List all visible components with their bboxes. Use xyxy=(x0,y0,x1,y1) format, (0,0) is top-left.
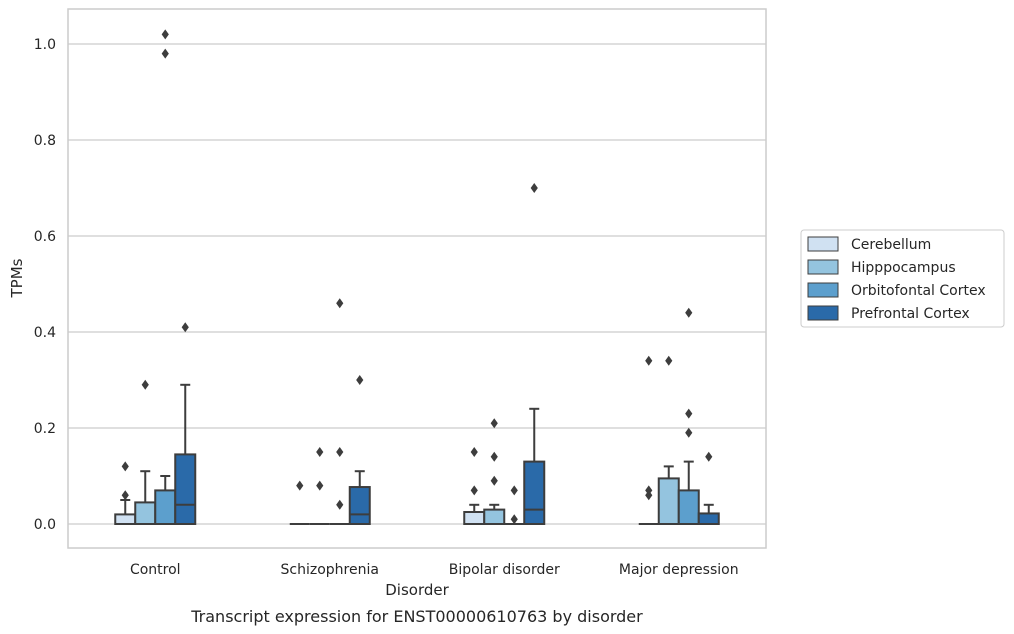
outlier-point xyxy=(161,48,169,59)
box-orbitofontal-cortex xyxy=(677,307,700,525)
outlier-point xyxy=(316,447,324,457)
box-orbitofontal-cortex xyxy=(154,29,177,525)
outlier-point xyxy=(141,379,149,390)
legend-swatch xyxy=(807,282,839,298)
outlier-point xyxy=(121,461,129,472)
y-tick-label: 0.4 xyxy=(34,325,56,341)
y-tick-label: 0.2 xyxy=(34,421,56,437)
box-prefrontal-cortex xyxy=(174,322,197,525)
legend-swatch xyxy=(807,259,839,275)
box-body xyxy=(677,489,700,525)
outlier-point xyxy=(705,451,713,462)
legend-label: Cerebellum xyxy=(851,237,931,253)
box-orbitofontal-cortex xyxy=(329,298,350,525)
outlier-point xyxy=(336,447,344,457)
y-axis-title: TPMs xyxy=(8,258,26,298)
box-cerebellum xyxy=(463,447,486,525)
box-orbitofontal-cortex xyxy=(504,485,525,525)
y-tick-label: 0.0 xyxy=(34,517,56,533)
legend-swatch xyxy=(807,236,839,252)
outlier-point xyxy=(470,485,478,496)
x-tick-label: Bipolar disorder xyxy=(449,562,560,578)
plot-frame xyxy=(67,8,767,549)
box-body xyxy=(657,477,680,525)
outlier-point xyxy=(490,475,498,486)
outlier-point xyxy=(645,485,653,496)
box-body xyxy=(483,508,506,526)
x-tick-label: Major depression xyxy=(619,562,739,578)
x-axis-title: Disorder xyxy=(385,581,449,599)
outlier-point xyxy=(490,418,498,429)
outlier-point xyxy=(296,480,304,491)
outlier-point xyxy=(161,29,169,40)
outlier-point xyxy=(510,485,518,496)
legend-label: Prefrontal Cortex xyxy=(851,306,970,322)
x-tick-label: Schizophrenia xyxy=(281,562,379,578)
outlier-point xyxy=(181,322,189,333)
box-prefrontal-cortex xyxy=(348,375,371,526)
outlier-point xyxy=(490,451,498,462)
legend-label: Hipppocampus xyxy=(851,260,956,276)
outlier-point xyxy=(685,408,693,419)
boxes-layer xyxy=(114,29,720,526)
box-prefrontal-cortex xyxy=(523,183,546,526)
box-body xyxy=(154,489,177,525)
box-hipppocampus xyxy=(309,447,330,525)
y-tick-labels: 0.0 0.2 0.4 0.6 0.8 1.0 xyxy=(34,37,56,533)
box-body xyxy=(114,513,137,526)
outlier-point xyxy=(685,307,693,318)
outlier-point xyxy=(510,514,518,525)
box-hipppocampus xyxy=(657,355,680,525)
box-body xyxy=(134,501,157,525)
outlier-point xyxy=(336,499,344,510)
box-body xyxy=(174,453,197,525)
box-cerebellum xyxy=(638,355,659,525)
legend-label: Orbitofontal Cortex xyxy=(851,283,986,299)
outlier-point xyxy=(336,298,344,309)
box-body xyxy=(348,486,371,526)
box-prefrontal-cortex xyxy=(697,451,720,526)
outlier-point xyxy=(530,183,538,193)
legend-frame xyxy=(800,229,1005,328)
box-hipppocampus xyxy=(483,418,506,526)
y-tick-label: 1.0 xyxy=(34,37,56,53)
legend-swatch xyxy=(807,305,839,321)
box-cerebellum xyxy=(114,461,137,526)
x-tick-label: Control xyxy=(130,562,181,578)
outlier-point xyxy=(665,355,673,366)
box-cerebellum xyxy=(289,480,310,525)
y-tick-label: 0.8 xyxy=(34,133,56,149)
box-body xyxy=(697,512,720,526)
outlier-point xyxy=(470,447,478,457)
outlier-point xyxy=(685,427,693,438)
box-body xyxy=(523,460,546,526)
legend: Cerebellum Hipppocampus Orbitofontal Corte… xyxy=(800,229,1005,328)
outlier-point xyxy=(356,375,364,385)
chart-caption: Transcript expression for ENST0000061076… xyxy=(190,607,643,626)
x-tick-labels: Control Schizophrenia Bipolar disorder Majo… xyxy=(130,562,739,578)
outlier-point xyxy=(316,480,324,491)
outlier-point xyxy=(645,355,653,366)
y-tick-label: 0.6 xyxy=(34,229,56,245)
box-body xyxy=(463,511,486,525)
outlier-point xyxy=(121,490,129,501)
